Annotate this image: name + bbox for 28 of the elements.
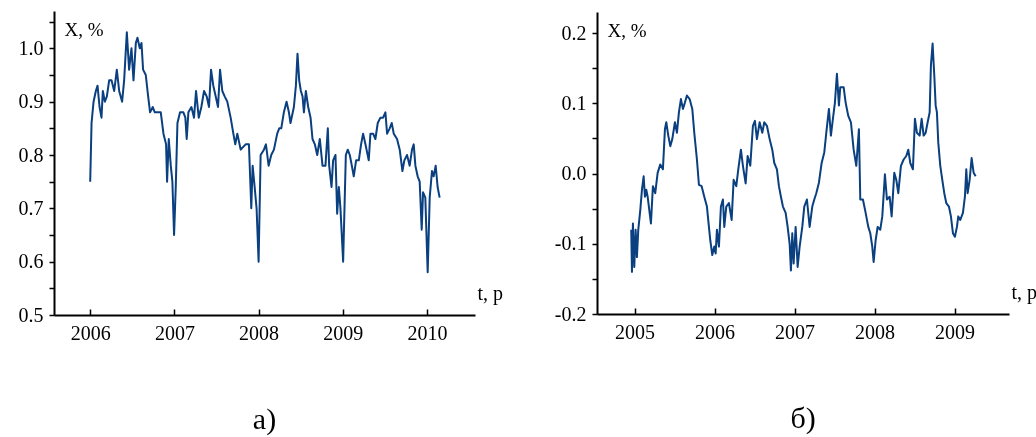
- y-tick-label: 0.0: [561, 162, 587, 185]
- y-axis-title: X, %: [64, 18, 104, 40]
- y-tick-label: 0.6: [18, 250, 44, 273]
- x-tick-label: 2007: [775, 320, 816, 343]
- y-tick-label: 0.7: [18, 196, 44, 219]
- x-tick-label: 2010: [407, 321, 448, 344]
- x-tick-label: 2006: [695, 320, 736, 343]
- x-tick-label: 2005: [615, 320, 656, 343]
- y-tick-label: -0.2: [554, 302, 587, 325]
- x-tick-label: 2006: [70, 321, 111, 344]
- x-axis-title: t, р: [477, 281, 504, 305]
- y-tick-label: 1.0: [18, 36, 44, 59]
- line-series: [630, 42, 977, 273]
- text: а): [252, 402, 277, 436]
- y-tick-label: 0.1: [561, 91, 587, 114]
- y-tick-label: -0.1: [554, 232, 587, 255]
- y-axis-title: X, %: [607, 19, 647, 41]
- x-tick-label: 2009: [935, 320, 976, 343]
- y-tick-label: 0.2: [561, 21, 587, 44]
- y-tick-label: 0.9: [18, 90, 44, 113]
- x-tick-label: 2008: [855, 320, 896, 343]
- text: б): [790, 401, 816, 435]
- x-tick-label: 2007: [154, 321, 195, 344]
- x-axis-title: t, р: [1011, 280, 1036, 304]
- y-tick-label: 0.8: [18, 143, 44, 166]
- y-tick-label: 0.5: [18, 303, 44, 326]
- x-tick-label: 2008: [239, 321, 280, 344]
- x-tick-label: 2009: [323, 321, 364, 344]
